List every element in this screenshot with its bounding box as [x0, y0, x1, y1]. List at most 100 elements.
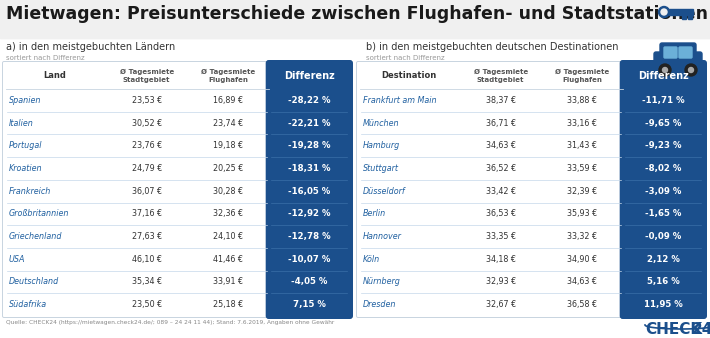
Text: 16,89 €: 16,89 €	[213, 96, 243, 105]
Bar	[0, 0, 710, 38]
FancyBboxPatch shape	[356, 62, 706, 317]
Text: 36,07 €: 36,07 €	[131, 187, 162, 196]
Text: Griechenland: Griechenland	[9, 232, 62, 241]
Text: 11,95 %: 11,95 %	[644, 300, 683, 309]
Text: sortiert nach Differenz: sortiert nach Differenz	[366, 55, 444, 61]
Text: Ø Tagesmiete
Flughafen: Ø Tagesmiete Flughafen	[201, 69, 255, 83]
Text: Nürnberg: Nürnberg	[363, 277, 401, 286]
Text: München: München	[363, 119, 400, 127]
Text: 34,90 €: 34,90 €	[567, 255, 597, 264]
Text: -1,65 %: -1,65 %	[645, 209, 682, 218]
Text: 33,16 €: 33,16 €	[567, 119, 597, 127]
Text: Spanien: Spanien	[9, 96, 41, 105]
Bar	[0, 0, 710, 38]
FancyBboxPatch shape	[266, 60, 353, 319]
Text: -9,23 %: -9,23 %	[645, 141, 682, 150]
Text: -16,05 %: -16,05 %	[288, 187, 330, 196]
Text: Frankfurt am Main: Frankfurt am Main	[363, 96, 437, 105]
Text: -8,02 %: -8,02 %	[645, 164, 682, 173]
Text: -9,65 %: -9,65 %	[645, 119, 682, 127]
Text: 5,16 %: 5,16 %	[647, 277, 679, 286]
Text: Land: Land	[43, 72, 67, 80]
Text: b) in den meistgebuchten deutschen Destinationen: b) in den meistgebuchten deutschen Desti…	[366, 42, 618, 52]
Bar	[669, 9, 693, 15]
Text: -12,92 %: -12,92 %	[288, 209, 331, 218]
Text: 41,46 €: 41,46 €	[213, 255, 243, 264]
Text: Berlin: Berlin	[363, 209, 386, 218]
FancyBboxPatch shape	[660, 43, 696, 61]
Text: 33,88 €: 33,88 €	[567, 96, 597, 105]
Ellipse shape	[658, 6, 670, 18]
Text: 30,52 €: 30,52 €	[131, 119, 162, 127]
Text: 46,10 €: 46,10 €	[132, 255, 162, 264]
Text: 36,53 €: 36,53 €	[486, 209, 515, 218]
Text: 31,43 €: 31,43 €	[567, 141, 597, 150]
Text: 36,52 €: 36,52 €	[486, 164, 516, 173]
Text: 34,18 €: 34,18 €	[486, 255, 515, 264]
Text: Stuttgart: Stuttgart	[363, 164, 399, 173]
Text: Differenz: Differenz	[284, 71, 334, 81]
Text: -0,09 %: -0,09 %	[645, 232, 682, 241]
Text: 36,71 €: 36,71 €	[486, 119, 515, 127]
Text: Quelle: CHECK24 (https://mietwagen.check24.de/; 089 – 24 24 11 44); Stand: 7.6.2: Quelle: CHECK24 (https://mietwagen.check…	[6, 320, 334, 325]
Text: Italien: Italien	[9, 119, 34, 127]
Text: Differenz: Differenz	[638, 71, 689, 81]
Text: Hannover: Hannover	[363, 232, 402, 241]
Text: Mietwagen: Preisunterschiede zwischen Flughafen- und Stadtstationen: Mietwagen: Preisunterschiede zwischen Fl…	[6, 5, 708, 23]
Text: -19,28 %: -19,28 %	[288, 141, 331, 150]
Text: 30,28 €: 30,28 €	[213, 187, 243, 196]
Text: Destination: Destination	[381, 72, 437, 80]
Text: 34,63 €: 34,63 €	[567, 277, 597, 286]
Text: Ø Tagesmiete
Stadtgebiet: Ø Tagesmiete Stadtgebiet	[474, 69, 528, 83]
Ellipse shape	[662, 68, 667, 72]
FancyBboxPatch shape	[679, 47, 692, 58]
Text: 19,18 €: 19,18 €	[213, 141, 243, 150]
Text: Großbritannien: Großbritannien	[9, 209, 70, 218]
Text: sortiert nach Differenz: sortiert nach Differenz	[6, 55, 84, 61]
Text: 23,76 €: 23,76 €	[131, 141, 162, 150]
Text: Ø Tagesmiete
Stadtgebiet: Ø Tagesmiete Stadtgebiet	[119, 69, 174, 83]
FancyBboxPatch shape	[620, 60, 707, 319]
Text: 23,53 €: 23,53 €	[131, 96, 162, 105]
Text: Frankreich: Frankreich	[9, 187, 51, 196]
Text: Dresden: Dresden	[363, 300, 396, 309]
Ellipse shape	[689, 68, 694, 72]
Text: a) in den meistgebuchten Ländern: a) in den meistgebuchten Ländern	[6, 42, 175, 52]
Text: -22,21 %: -22,21 %	[288, 119, 331, 127]
Text: USA: USA	[9, 255, 26, 264]
Ellipse shape	[659, 64, 671, 76]
Text: Südafrika: Südafrika	[9, 300, 47, 309]
Text: -10,07 %: -10,07 %	[288, 255, 331, 264]
FancyBboxPatch shape	[654, 52, 702, 72]
FancyBboxPatch shape	[3, 62, 351, 317]
Text: 27,63 €: 27,63 €	[131, 232, 162, 241]
Text: -4,05 %: -4,05 %	[291, 277, 327, 286]
Text: 32,67 €: 32,67 €	[486, 300, 516, 309]
Text: 37,16 €: 37,16 €	[131, 209, 162, 218]
Text: 33,32 €: 33,32 €	[567, 232, 597, 241]
Text: -28,22 %: -28,22 %	[288, 96, 331, 105]
Text: 38,37 €: 38,37 €	[486, 96, 515, 105]
Ellipse shape	[685, 64, 697, 76]
Text: Hamburg: Hamburg	[363, 141, 400, 150]
Text: -18,31 %: -18,31 %	[288, 164, 331, 173]
Text: 33,59 €: 33,59 €	[567, 164, 597, 173]
Text: 33,42 €: 33,42 €	[486, 187, 515, 196]
Text: Düsseldorf: Düsseldorf	[363, 187, 405, 196]
Text: CHECK: CHECK	[645, 322, 702, 337]
Text: 24: 24	[692, 322, 710, 337]
Text: Köln: Köln	[363, 255, 381, 264]
Text: 2,12 %: 2,12 %	[647, 255, 679, 264]
Text: 36,58 €: 36,58 €	[567, 300, 597, 309]
Text: 25,18 €: 25,18 €	[213, 300, 243, 309]
Text: 23,74 €: 23,74 €	[213, 119, 243, 127]
Text: Portugal: Portugal	[9, 141, 43, 150]
Text: 32,39 €: 32,39 €	[567, 187, 597, 196]
Text: 23,50 €: 23,50 €	[131, 300, 162, 309]
Text: 32,36 €: 32,36 €	[213, 209, 243, 218]
Text: 32,93 €: 32,93 €	[486, 277, 516, 286]
Ellipse shape	[661, 9, 667, 15]
Text: Ø Tagesmiete
Flughafen: Ø Tagesmiete Flughafen	[555, 69, 609, 83]
Bar	[688, 15, 692, 19]
Text: -12,78 %: -12,78 %	[288, 232, 331, 241]
